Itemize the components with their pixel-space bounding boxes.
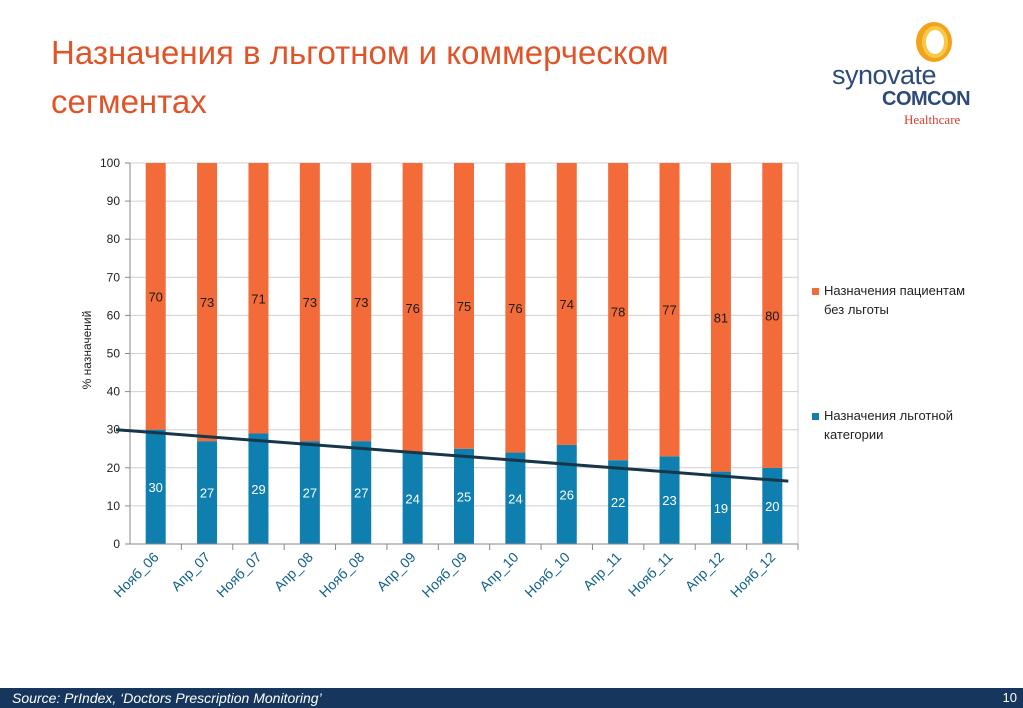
page-number: 10	[1002, 690, 1017, 705]
x-tick-label: Нояб_06	[110, 549, 162, 601]
data-label-benefit: 22	[611, 495, 625, 510]
x-tick-label: Апр_09	[373, 549, 418, 594]
bar-commercial-5	[402, 163, 423, 453]
legend-label-0: Назначения пациентам без льготы	[824, 283, 965, 317]
bar-benefit-0	[145, 429, 166, 544]
data-label-benefit: 26	[560, 487, 574, 502]
footer-bar: Source: PrIndex, ‘Doctors Prescription M…	[0, 688, 1023, 708]
bar-benefit-12	[762, 467, 783, 544]
data-label-commercial: 73	[303, 295, 317, 310]
data-label-commercial: 70	[148, 289, 162, 304]
y-tick-label: 70	[107, 270, 121, 284]
bar-commercial-9	[608, 163, 629, 461]
data-label-benefit: 27	[303, 486, 317, 501]
y-tick-label: 30	[107, 423, 121, 437]
y-tick-label: 60	[107, 308, 121, 322]
stacked-bar-chart: 30 70 27 73 29 71 27 73 27 73 24 76 25 75 24 76 26 74 22 78…	[80, 156, 965, 601]
chart-trendline	[115, 428, 789, 483]
y-axis-label: % назначений	[80, 311, 94, 390]
x-tick-label: Апр_07	[168, 549, 213, 594]
y-tick-label: 100	[100, 156, 120, 170]
y-tick-label: 10	[107, 499, 121, 513]
bar-benefit-1	[197, 441, 218, 544]
x-tick-label: Апр_12	[682, 549, 727, 594]
bar-benefit-2	[248, 433, 269, 544]
x-tick-label: Апр_11	[580, 549, 625, 594]
bar-commercial-1	[197, 163, 218, 442]
x-tick-label: Нояб_11	[625, 549, 676, 600]
legend-swatch-0	[812, 288, 819, 295]
data-label-benefit: 19	[714, 501, 728, 516]
logo-ring-icon	[916, 22, 952, 62]
chart-legend: Назначения пациентам без льготы Назначения…	[812, 283, 965, 442]
y-tick-label: 50	[107, 347, 121, 361]
data-label-benefit: 27	[354, 486, 368, 501]
data-label-benefit: 25	[457, 489, 471, 504]
data-label-benefit: 24	[405, 491, 419, 506]
legend-swatch-1	[812, 413, 819, 420]
synovate-comcon-logo: synovate COMCON Healthcare	[826, 20, 976, 130]
bar-benefit-5	[402, 452, 423, 544]
y-tick-label: 20	[107, 461, 121, 475]
data-label-benefit: 20	[765, 499, 779, 514]
logo-text-comcon: COMCON	[882, 88, 971, 110]
x-tick-label: Апр_08	[271, 549, 316, 594]
x-tick-label: Нояб_10	[521, 549, 573, 601]
y-tick-label: 40	[107, 385, 121, 399]
data-label-commercial: 73	[200, 295, 214, 310]
data-label-benefit: 24	[508, 491, 522, 506]
data-label-commercial: 71	[251, 291, 265, 306]
bar-benefit-9	[608, 460, 629, 544]
page-title: Назначения в льготном и коммерческом сег…	[51, 34, 669, 120]
bar-benefit-3	[299, 441, 320, 544]
data-label-commercial: 73	[354, 295, 368, 310]
bar-commercial-3	[299, 163, 320, 442]
data-label-benefit: 29	[251, 482, 265, 497]
bar-benefit-7	[505, 452, 526, 544]
data-label-commercial: 80	[765, 308, 779, 323]
bar-commercial-10	[659, 163, 680, 457]
bar-commercial-6	[454, 163, 474, 449]
y-tick-label: 80	[107, 232, 121, 246]
logo-text-synovate: synovate	[832, 60, 937, 90]
y-tick-label: 0	[113, 537, 120, 551]
bar-benefit-11	[710, 471, 731, 544]
bar-commercial-8	[556, 163, 577, 445]
x-tick-label: Нояб_08	[316, 549, 368, 601]
data-label-commercial: 74	[560, 297, 574, 312]
bar-benefit-4	[351, 441, 372, 544]
x-tick-label: Апр_10	[476, 549, 521, 594]
bar-benefit-10	[659, 456, 680, 544]
source-note: Source: PrIndex, ‘Doctors Prescription M…	[12, 690, 322, 706]
data-label-commercial: 77	[662, 303, 676, 318]
logo-text-healthcare: Healthcare	[904, 112, 961, 127]
data-label-commercial: 78	[611, 305, 625, 320]
chart-data-labels: 30 70 27 73 29 71 27 73 27 73 24 76 25 75 24 76 26 74 22 78…	[148, 289, 779, 515]
bar-commercial-12	[762, 163, 783, 468]
bar-commercial-2	[248, 163, 269, 434]
bar-benefit-6	[454, 448, 474, 544]
data-label-commercial: 75	[457, 299, 471, 314]
legend-label-1: Назначения льготной категории	[824, 408, 953, 442]
bar-commercial-0	[145, 163, 166, 430]
data-label-commercial: 81	[714, 310, 728, 325]
x-tick-label: Нояб_09	[419, 549, 471, 601]
trend-line	[115, 428, 789, 483]
chart-bars	[145, 163, 783, 544]
bar-benefit-8	[556, 444, 577, 544]
x-tick-label: Нояб_12	[727, 549, 779, 601]
x-tick-label: Нояб_07	[213, 549, 265, 601]
data-label-commercial: 76	[508, 301, 522, 316]
data-label-benefit: 23	[662, 493, 676, 508]
data-label-benefit: 30	[148, 480, 162, 495]
bar-commercial-11	[710, 163, 731, 472]
chart-axes	[125, 162, 799, 550]
bar-commercial-7	[505, 163, 526, 453]
data-label-commercial: 76	[405, 301, 419, 316]
data-label-benefit: 27	[200, 486, 214, 501]
bar-commercial-4	[351, 163, 372, 442]
logo-inner-ring-icon	[922, 26, 948, 58]
y-tick-label: 90	[107, 194, 121, 208]
